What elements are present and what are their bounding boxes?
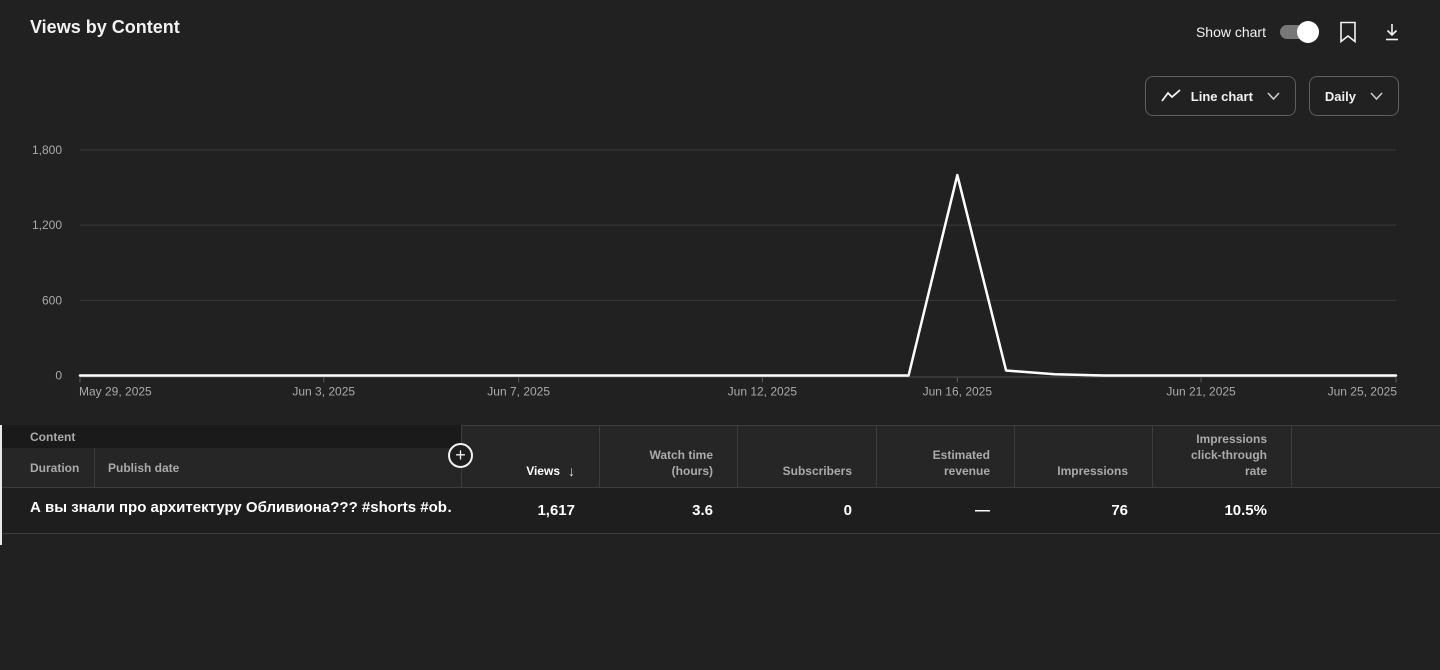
column-header-label: Views	[526, 464, 560, 478]
svg-text:Jun 3, 2025: Jun 3, 2025	[292, 385, 355, 399]
column-header-views[interactable]: Views ↓	[461, 425, 599, 487]
content-table: Content Duration Publish date Views ↓ Wa…	[0, 425, 1440, 545]
column-divider	[876, 425, 877, 533]
sort-desc-icon: ↓	[568, 463, 575, 479]
show-chart-toggle[interactable]	[1280, 21, 1319, 43]
column-header-estimated-revenue[interactable]: Estimated revenue	[876, 425, 1014, 487]
column-header-label: Subscribers	[782, 464, 852, 478]
toggle-knob	[1297, 21, 1319, 43]
show-chart-label: Show chart	[1195, 24, 1266, 40]
table-border	[0, 487, 1440, 488]
plus-icon: +	[455, 444, 466, 465]
column-header-label: Impressions click-through rate	[1190, 432, 1267, 478]
column-header-watch-time[interactable]: Watch time (hours)	[599, 425, 737, 487]
video-title-link[interactable]: А вы знали про архитектуру Обливиона??? …	[30, 499, 452, 516]
svg-text:Jun 21, 2025: Jun 21, 2025	[1166, 385, 1236, 399]
cell-estimated-revenue: —	[975, 501, 990, 519]
column-header-impressions[interactable]: Impressions	[1014, 425, 1152, 487]
svg-text:600: 600	[42, 293, 62, 307]
chevron-down-icon	[1267, 92, 1280, 100]
svg-text:Jun 25, 2025: Jun 25, 2025	[1328, 385, 1398, 399]
add-metric-button[interactable]: +	[448, 443, 473, 468]
content-group-label: Content	[30, 430, 76, 444]
column-header-label: Impressions	[1057, 464, 1128, 478]
download-icon[interactable]	[1380, 20, 1404, 44]
bookmark-icon[interactable]	[1336, 20, 1360, 44]
column-divider	[1291, 425, 1292, 533]
cell-watch-time: 3.6	[692, 501, 713, 519]
chart-type-label: Line chart	[1190, 88, 1253, 104]
page-title: Views by Content	[30, 17, 180, 37]
table-row[interactable]: А вы знали про архитектуру Обливиона??? …	[0, 487, 1440, 533]
column-header-label: Watch time (hours)	[649, 448, 713, 478]
svg-text:1,800: 1,800	[32, 143, 62, 157]
column-divider	[599, 425, 600, 533]
chart-type-dropdown[interactable]: Line chart	[1144, 76, 1296, 116]
column-header-duration[interactable]: Duration	[30, 460, 80, 475]
svg-text:Jun 16, 2025: Jun 16, 2025	[923, 385, 993, 399]
svg-text:1,200: 1,200	[32, 218, 62, 232]
column-divider	[94, 448, 95, 487]
cell-subscribers: 0	[843, 501, 852, 519]
column-divider	[1014, 425, 1015, 533]
cell-impressions: 76	[1111, 501, 1128, 519]
interval-label: Daily	[1324, 88, 1356, 104]
header-actions: Show chart	[1196, 20, 1404, 44]
svg-text:0: 0	[55, 369, 62, 383]
column-divider	[1152, 425, 1153, 533]
column-divider	[461, 425, 462, 533]
svg-text:Jun 7, 2025: Jun 7, 2025	[487, 385, 550, 399]
column-divider	[737, 425, 738, 533]
views-line-chart[interactable]: 0 600 1,200 1,800 May 29, 2025 Jun 3, 2025 Jun…	[0, 130, 1440, 400]
svg-text:May 29, 2025: May 29, 2025	[79, 385, 152, 399]
column-header-impressions-ctr[interactable]: Impressions click-through rate	[1152, 425, 1291, 487]
content-group-header: Content	[0, 425, 461, 448]
column-header-label: Estimated revenue	[932, 448, 990, 478]
table-border	[0, 533, 1440, 534]
chevron-down-icon	[1370, 92, 1383, 100]
interval-dropdown[interactable]: Daily	[1308, 76, 1399, 116]
column-header-publish-date[interactable]: Publish date	[108, 460, 180, 475]
column-header-subscribers[interactable]: Subscribers	[737, 425, 876, 487]
table-left-edge	[0, 425, 2, 545]
line-chart-icon	[1161, 89, 1181, 102]
svg-text:Jun 12, 2025: Jun 12, 2025	[728, 385, 798, 399]
cell-views: 1,617	[537, 501, 575, 519]
cell-impressions-ctr: 10.5%	[1224, 501, 1267, 519]
chart-controls: Line chart Daily	[1144, 76, 1399, 116]
